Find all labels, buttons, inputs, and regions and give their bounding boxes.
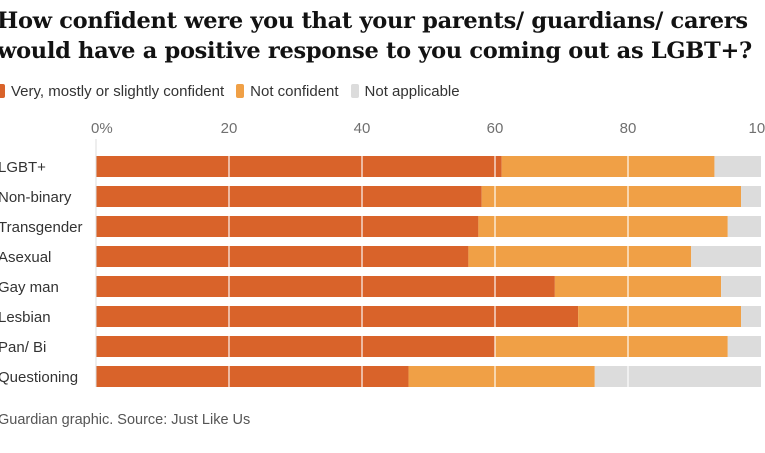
bar-gay-man-series-0 (96, 276, 555, 297)
bar-lgbt--series-0 (96, 156, 502, 177)
legend-label-not-applicable: Not applicable (364, 82, 460, 100)
bar-asexual-series-0 (96, 246, 469, 267)
legend-item-not-confident: Not confident (236, 82, 339, 100)
legend-label-confident: Very, mostly or slightly confident (11, 82, 225, 100)
chart-title: How confident were you that your parents… (0, 8, 752, 64)
x-tick-label-4: 80 (620, 120, 637, 137)
legend-item-not-applicable: Not applicable (350, 82, 460, 100)
category-label-2: Transgender (0, 219, 83, 236)
legend-item-confident: Very, mostly or slightly confident (0, 83, 224, 100)
bar-questioning-series-1 (408, 366, 595, 387)
bar-lgbt--series-1 (501, 156, 715, 177)
category-label-5: Lesbian (0, 309, 51, 326)
x-tick-label-2: 40 (354, 120, 371, 137)
x-tick-label-0: 0% (91, 120, 113, 137)
legend: Very, mostly or slightly confident Not c… (0, 80, 472, 102)
legend-label-not-confident: Not confident (250, 82, 339, 100)
bar-non-binary-series-0 (96, 186, 482, 207)
bar-lesbian-series-0 (96, 306, 579, 327)
x-tick-label-1: 20 (221, 120, 238, 137)
bar-transgender-series-0 (96, 216, 479, 237)
bar-transgender-series-2 (727, 216, 761, 237)
bar-asexual-series-2 (691, 246, 761, 267)
bar-asexual-series-1 (468, 246, 692, 267)
stacked-bar-chart: 0% 20 40 60 80 100 LGBT+ Non-binary Transgender A… (0, 120, 765, 387)
category-label-0: LGBT+ (0, 159, 46, 176)
bar-lesbian-series-1 (578, 306, 742, 327)
legend-swatch-not-applicable (350, 84, 359, 98)
x-tick-label-3: 60 (487, 120, 504, 137)
source-note: Guardian graphic. Source: Just Like Us (0, 412, 251, 428)
bar-pan-bi-series-2 (727, 336, 761, 357)
bar-questioning-series-0 (96, 366, 409, 387)
bar-non-binary-series-1 (481, 186, 742, 207)
bar-pan-bi-series-0 (96, 336, 495, 357)
bar-gay-man-series-1 (554, 276, 722, 297)
category-label-1: Non-binary (0, 189, 72, 206)
bar-pan-bi-series-1 (495, 336, 728, 357)
legend-swatch-confident (0, 84, 5, 98)
x-tick-label-5: 100 (748, 120, 765, 137)
category-label-6: Pan/ Bi (0, 339, 46, 356)
bar-lesbian-series-2 (741, 306, 761, 327)
bar-questioning-series-2 (594, 366, 761, 387)
bar-transgender-series-1 (478, 216, 728, 237)
legend-swatch-not-confident (236, 84, 245, 98)
category-label-4: Gay man (0, 279, 59, 296)
bar-non-binary-series-2 (741, 186, 761, 207)
bar-lgbt--series-2 (714, 156, 761, 177)
category-label-3: Asexual (0, 249, 51, 266)
category-label-7: Questioning (0, 369, 78, 386)
bar-gay-man-series-2 (721, 276, 761, 297)
